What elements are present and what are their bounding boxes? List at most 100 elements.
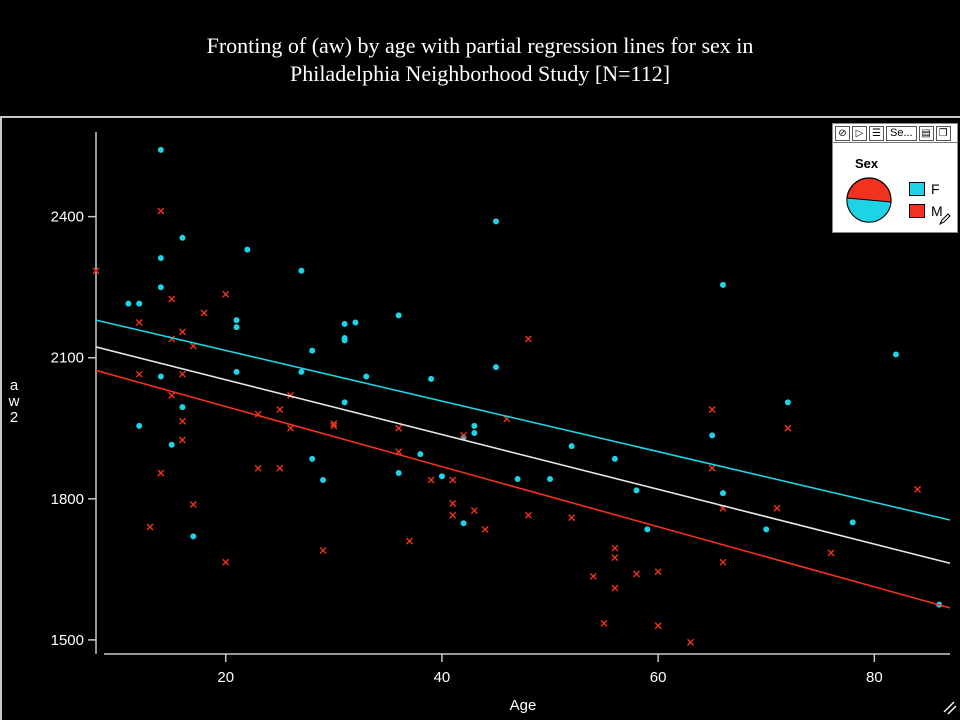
axis-labels: 1500 1800 2100 2400 20 40 60 80 Age a w 2 xyxy=(8,209,883,714)
y-axis-title-char: a xyxy=(10,377,19,394)
data-point-m xyxy=(449,500,457,508)
y-tick-label: 1800 xyxy=(51,491,84,508)
play-icon[interactable]: ▷ xyxy=(852,125,867,141)
y-tick-label: 2400 xyxy=(51,209,84,226)
data-point-m xyxy=(708,464,716,472)
data-point-m xyxy=(611,554,619,562)
data-point-f xyxy=(395,312,402,319)
data-point-f xyxy=(471,429,478,436)
data-point-m xyxy=(589,572,597,580)
data-point-f xyxy=(763,526,770,533)
y-tick-label: 2100 xyxy=(51,350,84,367)
regression-line-m xyxy=(95,369,951,609)
data-point-m xyxy=(427,476,435,484)
data-point-m xyxy=(157,207,165,215)
data-point-f xyxy=(320,477,327,483)
data-point-m xyxy=(784,424,792,432)
data-point-m xyxy=(654,622,662,630)
plot-window: 1500 1800 2100 2400 20 40 60 80 Age a w 2 ⊘ ▷ ☰ Se.… xyxy=(0,116,960,720)
data-point-f xyxy=(849,519,856,526)
data-point-f xyxy=(341,337,348,344)
legend-swatch-m[interactable] xyxy=(909,204,925,218)
legend: ⊘ ▷ ☰ Se... ▤ ❐ Sex F M xyxy=(832,123,958,233)
data-point-m xyxy=(524,511,532,519)
data-point-m xyxy=(146,523,154,531)
data-point-f xyxy=(492,364,499,371)
data-point-f xyxy=(136,300,143,307)
data-point-m xyxy=(178,370,186,378)
data-point-m xyxy=(222,290,230,298)
regression-line-overall xyxy=(95,346,951,565)
regression-line-f xyxy=(95,319,951,521)
data-point-m xyxy=(719,558,727,566)
data-point-m xyxy=(827,549,835,557)
data-point-m xyxy=(568,514,576,522)
data-point-f xyxy=(719,281,726,288)
data-point-m xyxy=(92,267,100,275)
data-point-f xyxy=(157,284,164,291)
data-points xyxy=(92,146,943,646)
copy-icon[interactable]: ❐ xyxy=(935,125,951,141)
data-point-f xyxy=(438,473,445,480)
data-point-f xyxy=(298,368,305,375)
data-point-f xyxy=(492,218,499,225)
x-tick-label: 40 xyxy=(434,669,451,686)
legend-toolbar: ⊘ ▷ ☰ Se... ▤ ❐ xyxy=(833,124,957,143)
legend-swatch-f[interactable] xyxy=(909,182,925,196)
data-point-f xyxy=(244,246,251,253)
data-point-f xyxy=(363,373,370,380)
data-point-m xyxy=(157,469,165,477)
data-point-m xyxy=(222,558,230,566)
x-axis-title: Age xyxy=(510,697,537,714)
no-entry-icon[interactable]: ⊘ xyxy=(835,125,850,141)
data-point-m xyxy=(319,547,327,555)
data-point-m xyxy=(178,328,186,336)
axes xyxy=(88,132,950,662)
data-point-m xyxy=(460,431,468,439)
data-point-f xyxy=(157,373,164,380)
data-point-f xyxy=(471,422,478,429)
data-point-f xyxy=(341,399,348,406)
data-point-m xyxy=(524,335,532,343)
data-point-m xyxy=(708,405,716,413)
data-point-m xyxy=(654,568,662,576)
data-point-f xyxy=(611,455,618,462)
data-point-m xyxy=(687,638,695,646)
data-point-m xyxy=(395,424,403,432)
data-point-f xyxy=(719,490,726,497)
data-point-f xyxy=(190,533,197,540)
pencil-icon[interactable] xyxy=(938,212,952,226)
data-point-m xyxy=(330,422,338,430)
x-tick-label: 20 xyxy=(217,669,234,686)
data-point-f xyxy=(179,404,186,411)
data-point-m xyxy=(449,511,457,519)
data-point-f xyxy=(136,422,143,429)
data-point-f xyxy=(157,255,164,262)
data-point-m xyxy=(189,500,197,508)
legend-variable-selector[interactable]: Se... xyxy=(886,125,917,141)
data-point-f xyxy=(157,146,164,153)
document-icon[interactable]: ▤ xyxy=(918,125,934,141)
x-tick-label: 80 xyxy=(866,669,883,686)
menu-icon[interactable]: ☰ xyxy=(869,125,884,141)
data-point-f xyxy=(568,443,575,450)
data-point-m xyxy=(276,464,284,472)
data-point-f xyxy=(644,526,651,533)
resize-icon[interactable] xyxy=(943,701,957,715)
data-point-f xyxy=(709,432,716,439)
data-point-m xyxy=(200,309,208,317)
data-point-m xyxy=(611,584,619,592)
data-point-f xyxy=(233,324,240,331)
chart-title: Fronting of (aw) by age with partial reg… xyxy=(0,32,960,88)
data-point-f xyxy=(168,441,175,448)
data-point-m xyxy=(330,420,338,428)
legend-label-f: F xyxy=(931,181,940,197)
data-point-m xyxy=(470,507,478,515)
data-point-m xyxy=(168,391,176,399)
y-tick-label: 1500 xyxy=(51,632,84,649)
data-point-m xyxy=(276,405,284,413)
data-point-m xyxy=(914,485,922,493)
data-point-f xyxy=(547,476,554,483)
x-tick-label: 60 xyxy=(650,669,667,686)
